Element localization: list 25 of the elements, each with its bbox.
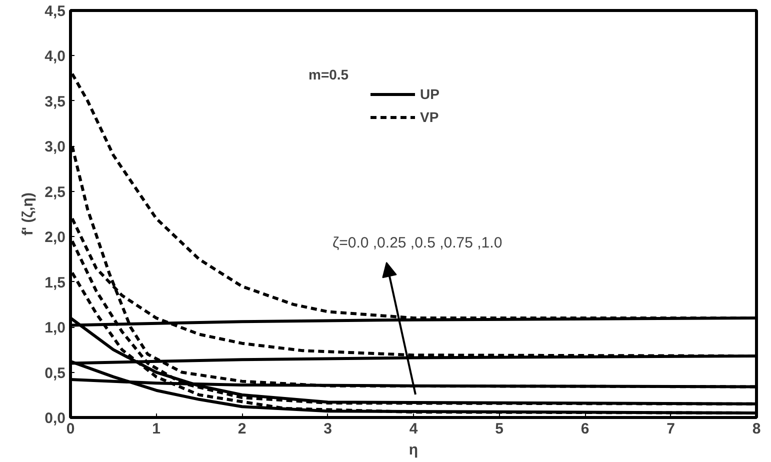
x-tick-label: 7 (666, 420, 675, 438)
y-tick-label: 3,0 (44, 138, 66, 156)
y-tick-label: 4,0 (44, 48, 66, 66)
legend-label: UP (420, 86, 440, 102)
x-tick-label: 3 (324, 420, 332, 438)
legend-label: VP (420, 109, 440, 125)
x-tick-label: 4 (409, 420, 418, 438)
y-axis-title: f' (ζ,η) (20, 192, 37, 236)
x-tick-label: 5 (495, 420, 504, 438)
x-axis-title: η (408, 442, 418, 458)
annotation: ζ=0.0 ,0.25 ,0.5 ,0.75 ,1.0 (332, 234, 502, 252)
x-tick-label: 0 (66, 420, 75, 438)
legend-title: m=0.5 (308, 66, 349, 82)
y-tick-label: 4,5 (44, 3, 66, 20)
y-tick-label: 0,5 (44, 364, 66, 382)
y-tick-label: 3,5 (44, 93, 66, 110)
y-tick-label: 0,0 (44, 410, 66, 427)
y-tick-label: 2,0 (44, 229, 66, 246)
y-tick-label: 1,0 (44, 320, 66, 337)
y-tick-label: 1,5 (44, 274, 66, 292)
y-tick-label: 2,5 (44, 184, 66, 201)
x-tick-label: 1 (152, 420, 160, 438)
x-tick-label: 6 (580, 420, 590, 438)
x-tick-label: 2 (238, 420, 246, 438)
x-tick-label: 8 (752, 420, 761, 438)
